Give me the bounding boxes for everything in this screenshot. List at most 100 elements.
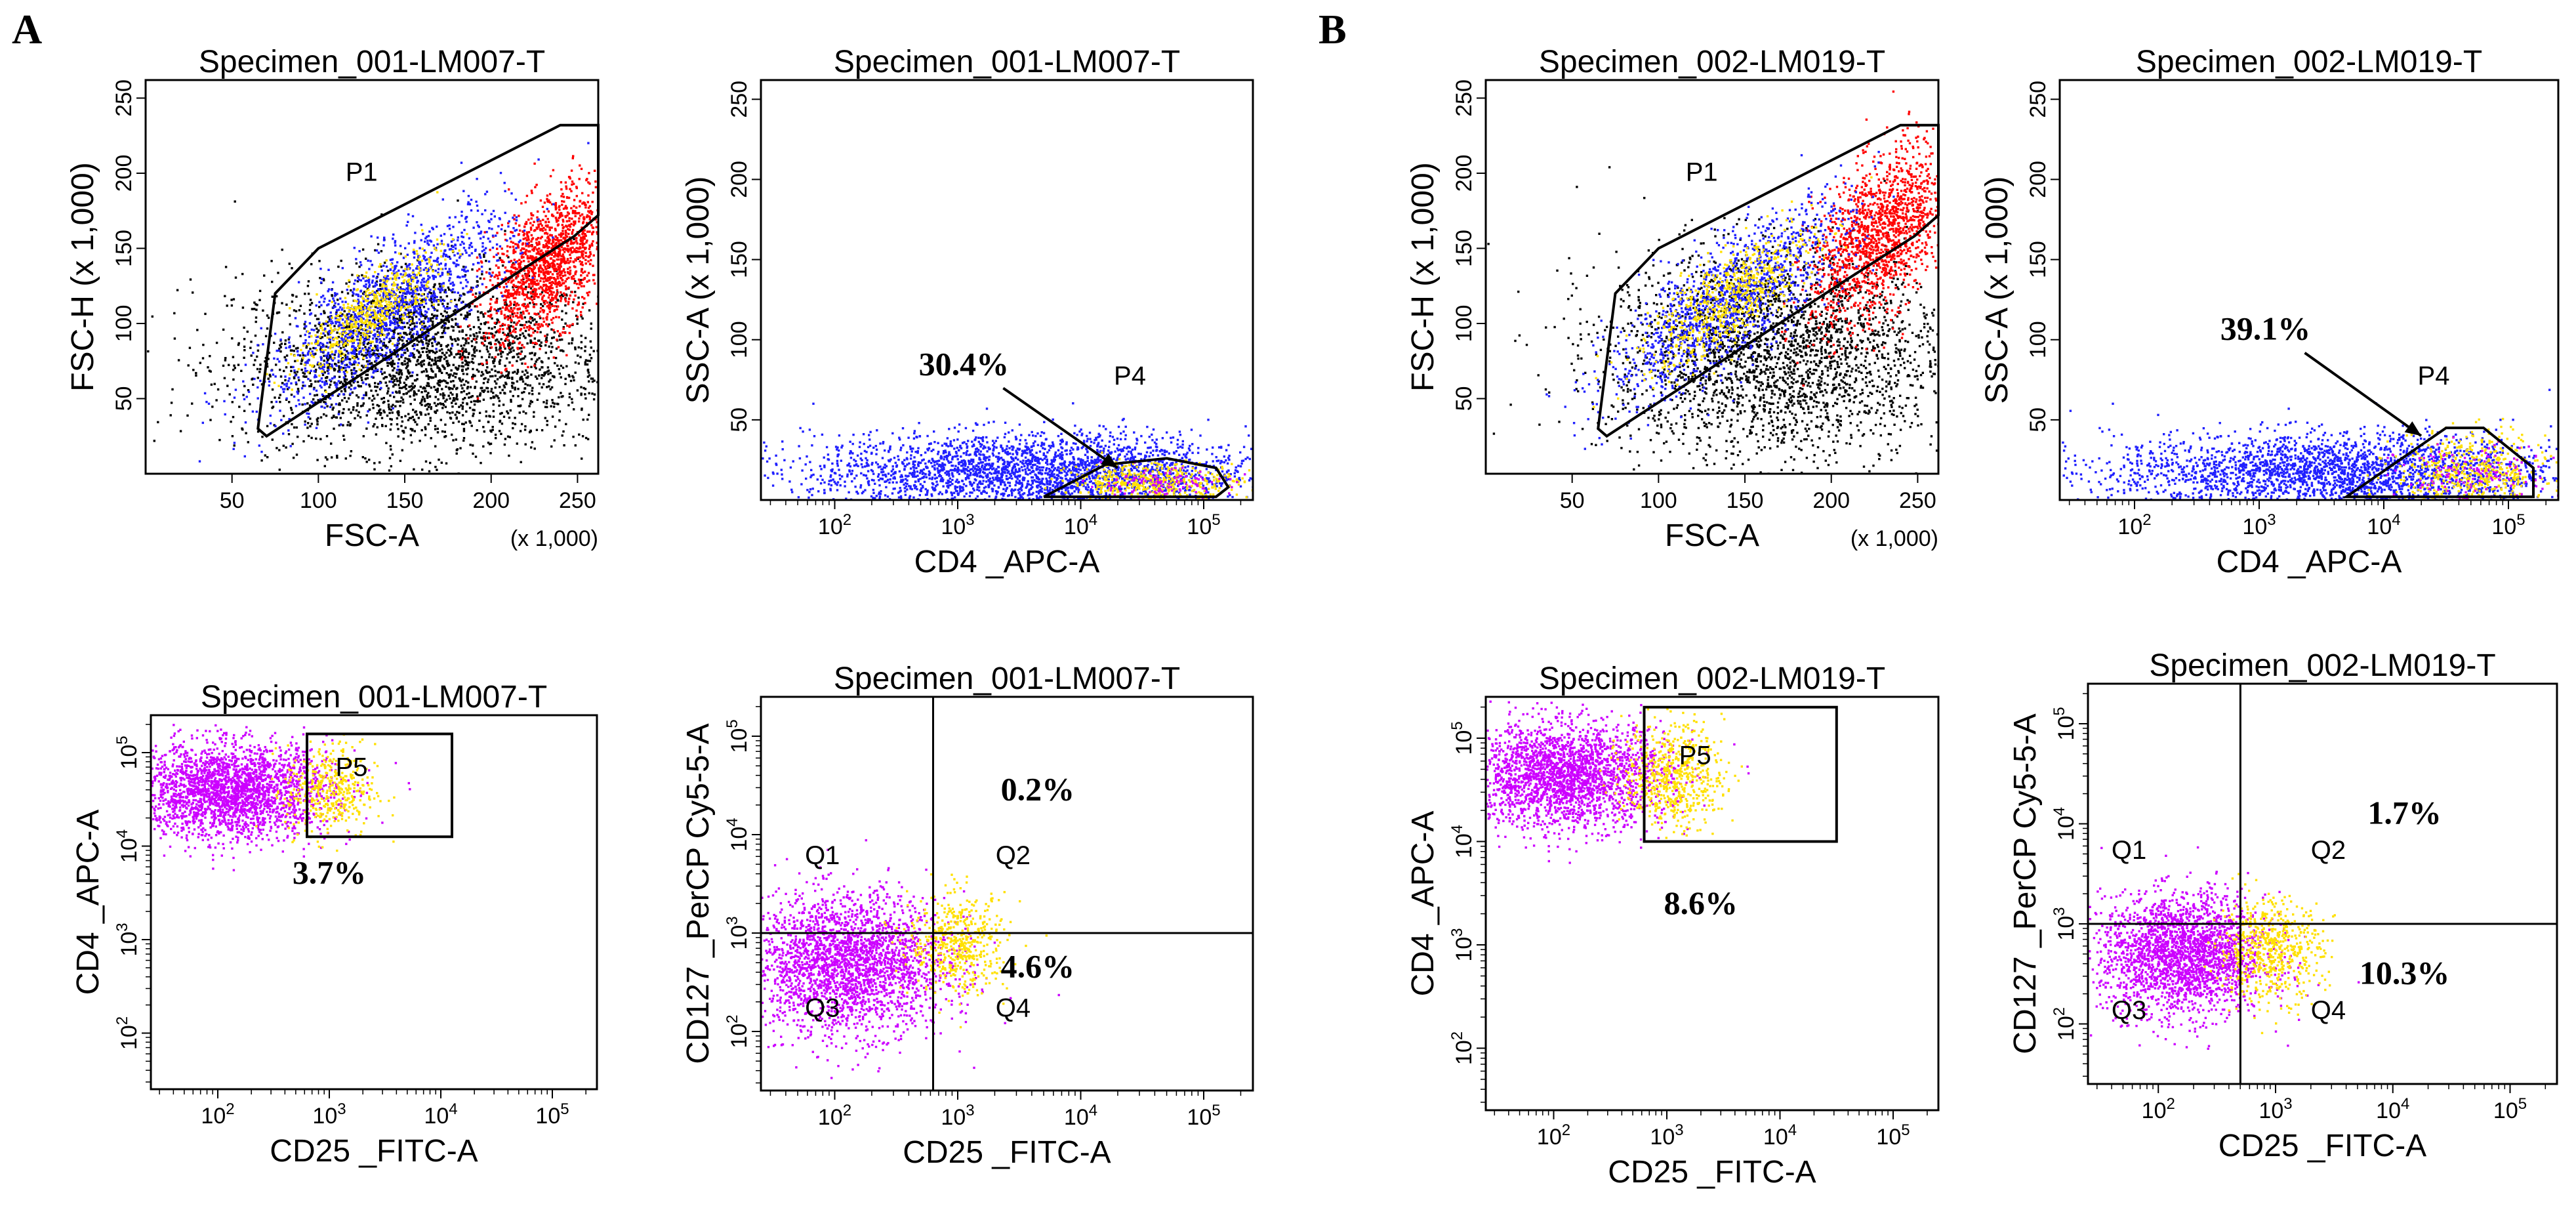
data-point [450, 240, 453, 243]
data-point [532, 290, 535, 293]
data-point [489, 268, 491, 270]
data-point [530, 244, 533, 247]
data-point [533, 247, 536, 250]
data-point [549, 299, 552, 301]
data-point [452, 374, 455, 377]
data-point [525, 293, 528, 296]
data-point [544, 232, 546, 235]
data-point [572, 260, 575, 264]
data-point [441, 430, 444, 433]
data-point [537, 226, 540, 228]
data-point [398, 358, 400, 361]
data-point [352, 291, 354, 293]
data-point [373, 369, 375, 372]
data-point [358, 330, 360, 333]
data-point [243, 349, 246, 352]
data-point [525, 280, 528, 282]
data-point [550, 405, 552, 407]
data-point [581, 254, 583, 257]
data-point [293, 426, 296, 429]
data-point [288, 418, 291, 421]
data-point [492, 392, 495, 394]
data-point [499, 307, 502, 310]
data-point [481, 373, 485, 376]
data-point [569, 188, 571, 190]
data-point [413, 322, 415, 325]
data-point [406, 253, 409, 256]
data-point [345, 333, 348, 335]
data-point [567, 302, 570, 306]
data-point [458, 257, 461, 259]
data-point [406, 287, 409, 291]
data-point [348, 332, 351, 335]
data-point [454, 299, 457, 301]
data-point [401, 420, 404, 423]
data-point [506, 410, 508, 413]
data-point [335, 403, 338, 406]
data-point [440, 318, 443, 322]
data-point [382, 307, 386, 310]
data-point [512, 294, 514, 297]
data-point [590, 377, 593, 380]
data-point [531, 319, 534, 322]
data-point [460, 350, 463, 352]
data-point [428, 362, 431, 364]
data-point [581, 306, 584, 309]
data-point [451, 338, 453, 341]
data-point [554, 229, 557, 232]
data-point [544, 300, 547, 302]
data-point [535, 252, 538, 255]
data-point [440, 336, 442, 339]
data-point [548, 289, 552, 293]
data-point [572, 436, 575, 438]
data-point [436, 390, 439, 393]
data-point [527, 329, 531, 331]
data-point [527, 305, 529, 308]
data-point [512, 285, 516, 287]
data-point [298, 354, 302, 357]
data-point [535, 303, 538, 306]
data-point [380, 370, 382, 373]
data-point [388, 317, 391, 320]
data-point [305, 375, 308, 378]
data-point [400, 313, 403, 316]
data-point [455, 449, 458, 451]
data-point [440, 356, 443, 358]
data-point [358, 325, 361, 327]
data-point [340, 291, 344, 293]
data-point [534, 272, 537, 274]
data-point [231, 337, 234, 340]
data-point [514, 243, 517, 245]
data-point [490, 390, 493, 393]
data-point [570, 241, 573, 245]
data-point [393, 301, 396, 304]
data-point [519, 430, 522, 432]
data-point [472, 452, 474, 455]
data-point [454, 376, 457, 379]
data-point [451, 402, 453, 404]
data-point [568, 236, 571, 239]
data-point [526, 275, 529, 278]
data-point [545, 244, 548, 247]
data-point [550, 242, 553, 245]
data-point [377, 349, 379, 352]
data-point [525, 194, 529, 198]
data-point [563, 200, 565, 203]
data-point [526, 257, 529, 260]
data-point [414, 232, 417, 234]
data-point [237, 364, 240, 366]
data-point [419, 361, 422, 364]
data-point [357, 302, 359, 305]
data-point [502, 286, 505, 289]
data-point [280, 386, 283, 388]
data-point [436, 225, 438, 228]
data-point [407, 360, 410, 362]
data-point [591, 244, 594, 247]
data-point [267, 316, 270, 320]
data-point [384, 306, 387, 308]
data-point [474, 346, 476, 348]
data-point [350, 450, 353, 453]
data-point [349, 392, 352, 395]
data-point [547, 220, 550, 223]
data-point [353, 367, 356, 369]
